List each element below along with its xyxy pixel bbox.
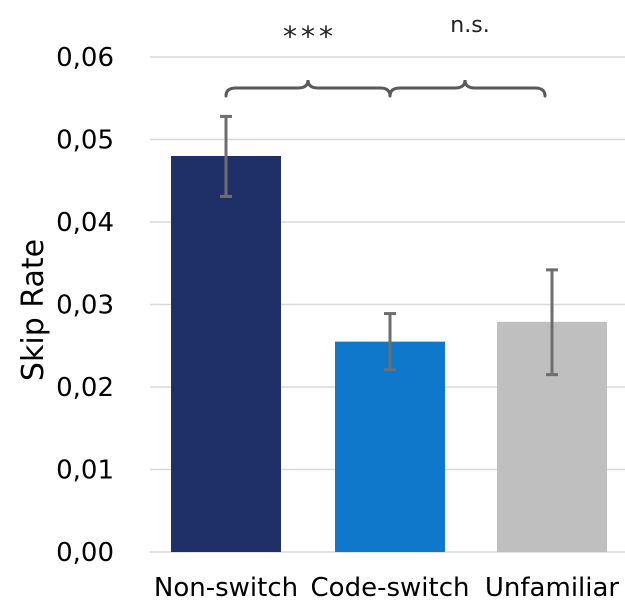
bar (335, 341, 445, 552)
y-tick-label: 0,04 (56, 208, 114, 238)
x-category-label: Non-switch (154, 573, 298, 603)
y-tick-label: 0,02 (56, 373, 114, 403)
y-tick-label: 0,01 (56, 456, 114, 486)
error-bars (220, 114, 558, 377)
error-bar (220, 114, 232, 198)
y-tick-label: 0,05 (56, 126, 114, 156)
y-tick-label: 0,03 (56, 291, 114, 321)
bars (171, 156, 607, 552)
y-axis-title: Skip Rate (16, 239, 51, 381)
error-bar (546, 268, 558, 377)
bar (171, 156, 281, 552)
y-tick-label: 0,00 (56, 538, 114, 568)
x-axis-categories: Non-switch Code-switch Unfamiliar (154, 573, 620, 603)
error-bar (384, 312, 396, 372)
significance-stars: *** (283, 20, 337, 53)
y-axis-ticks: 0,00 0,01 0,02 0,03 0,04 0,05 0,06 (56, 43, 114, 568)
y-tick-label: 0,06 (56, 43, 114, 73)
x-category-label: Code-switch (311, 573, 470, 603)
significance-brace (224, 79, 547, 98)
x-category-label: Unfamiliar (485, 573, 620, 603)
not-significant-label: n.s. (450, 13, 489, 38)
